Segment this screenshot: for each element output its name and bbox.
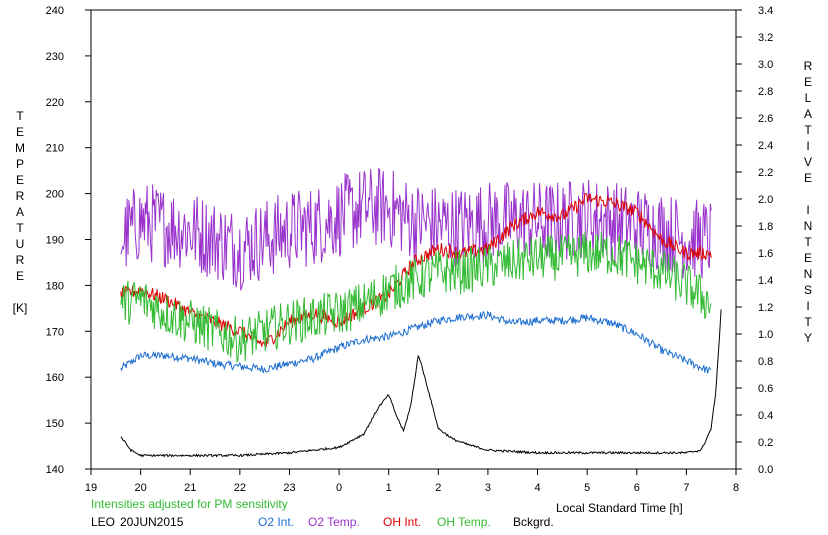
x-tick-label: 20 — [134, 482, 146, 494]
legend-entry: O2 Temp. — [308, 515, 360, 529]
y-right-label-char: N — [804, 219, 813, 233]
y-right-tick-label: 1.4 — [758, 275, 773, 287]
y-left-tick-label: 180 — [46, 280, 64, 292]
y-right-tick-label: 2.4 — [758, 140, 773, 152]
x-tick-label: 22 — [234, 482, 246, 494]
y-right-tick-label: 1.0 — [758, 329, 773, 341]
x-tick-label: 1 — [386, 482, 392, 494]
y-right-label-char: S — [804, 283, 812, 297]
y-left-label-char: P — [16, 157, 24, 171]
y-right-tick-label: 1.2 — [758, 302, 773, 314]
legend: O2 Int. O2 Temp. OH Int. OH Temp. Bckgrd. — [258, 515, 554, 529]
y-right-label-char: E — [804, 171, 812, 185]
y-left-tick-label: 140 — [46, 464, 64, 476]
y-right-label-char: L — [805, 91, 812, 105]
y-left-label-char: [K] — [13, 301, 28, 315]
series-line-4 — [120, 309, 722, 458]
y-left-tick-label: 170 — [46, 326, 64, 338]
y-right-label-char: I — [806, 203, 809, 217]
y-left-tick-label: 210 — [46, 143, 64, 155]
series-line-1 — [120, 167, 712, 292]
series-line-2 — [120, 192, 712, 348]
legend-entry: OH Int. — [383, 515, 421, 529]
legend-entry: Bckgrd. — [513, 515, 554, 529]
x-tick-label: 3 — [485, 482, 491, 494]
y-right-label-char: T — [804, 315, 812, 329]
y-right-tick-label: 3.2 — [758, 32, 773, 44]
y-left-label-char: R — [16, 253, 25, 267]
y-right-tick-label: 3.4 — [758, 5, 773, 17]
y-right-tick-label: 2.6 — [758, 113, 773, 125]
y-left-axis-ticks: 140 150 160 170 180 190 200 210 220 230 240 — [46, 5, 91, 476]
x-tick-label: 0 — [336, 482, 342, 494]
y-right-label-char: A — [804, 107, 812, 121]
y-left-tick-label: 190 — [46, 235, 64, 247]
legend-entry: O2 Int. — [258, 515, 294, 529]
y-right-tick-label: 2.2 — [758, 167, 773, 179]
x-tick-label: 23 — [283, 482, 295, 494]
station-label: LEO — [91, 515, 115, 529]
x-axis-label: Local Standard Time [h] — [556, 501, 683, 515]
y-right-label-char: I — [806, 299, 809, 313]
x-tick-label: 6 — [634, 482, 640, 494]
y-right-label-char: I — [806, 139, 809, 153]
x-tick-label: 4 — [534, 482, 540, 494]
date-label: 20JUN2015 — [120, 515, 184, 529]
y-right-tick-label: 2.8 — [758, 86, 773, 98]
y-left-tick-label: 160 — [46, 372, 64, 384]
y-right-label-char: T — [804, 235, 812, 249]
series-layer — [120, 167, 722, 458]
y-left-label-char: R — [16, 189, 25, 203]
x-tick-label: 2 — [435, 482, 441, 494]
y-right-tick-label: 0.0 — [758, 464, 773, 476]
x-axis-ticks: 19 20 21 22 23 0 1 2 3 4 5 6 7 8 — [85, 469, 739, 494]
y-right-label-char: V — [804, 155, 812, 169]
y-left-label-char: E — [16, 269, 24, 283]
pm-sensitivity-note: Intensities adjusted for PM sensitivity — [91, 497, 288, 511]
x-tick-label: 8 — [733, 482, 739, 494]
y-right-tick-label: 2.0 — [758, 194, 773, 206]
y-right-tick-label: 1.6 — [758, 248, 773, 260]
y-left-tick-label: 220 — [46, 97, 64, 109]
y-left-label-char: T — [16, 221, 24, 235]
x-tick-label: 5 — [584, 482, 590, 494]
x-tick-label: 19 — [85, 482, 97, 494]
y-right-label-char: E — [804, 75, 812, 89]
series-line-3 — [120, 231, 712, 364]
y-right-label-char: Y — [804, 331, 812, 345]
y-right-label-char: R — [804, 59, 813, 73]
y-right-label-char: T — [804, 123, 812, 137]
y-left-label-char: T — [16, 109, 24, 123]
y-right-label-char: E — [804, 251, 812, 265]
y-left-tick-label: 240 — [46, 5, 64, 17]
y-left-label-char: E — [16, 173, 24, 187]
y-right-tick-label: 0.2 — [758, 437, 773, 449]
series-line-0 — [120, 310, 712, 374]
y-left-label-char: M — [15, 141, 25, 155]
y-left-tick-label: 200 — [46, 189, 64, 201]
y-right-tick-label: 3.0 — [758, 59, 773, 71]
y-right-tick-label: 0.4 — [758, 410, 773, 422]
legend-entry: OH Temp. — [437, 515, 491, 529]
y-right-tick-label: 0.8 — [758, 356, 773, 368]
y-left-tick-label: 230 — [46, 51, 64, 63]
y-right-axis-ticks: 0.0 0.2 0.4 0.6 0.8 1.0 1.2 1.4 1.6 1.8 2.0 2.2 2.4 2… — [736, 5, 773, 476]
y-right-tick-label: 1.8 — [758, 221, 773, 233]
y-left-tick-label: 150 — [46, 418, 64, 430]
x-tick-label: 21 — [184, 482, 196, 494]
y-left-label-char: E — [16, 125, 24, 139]
y-right-label-char: N — [804, 267, 813, 281]
y-left-label-char: U — [16, 237, 25, 251]
y-left-label-char: A — [16, 205, 24, 219]
x-tick-label: 7 — [683, 482, 689, 494]
y-right-tick-label: 0.6 — [758, 383, 773, 395]
